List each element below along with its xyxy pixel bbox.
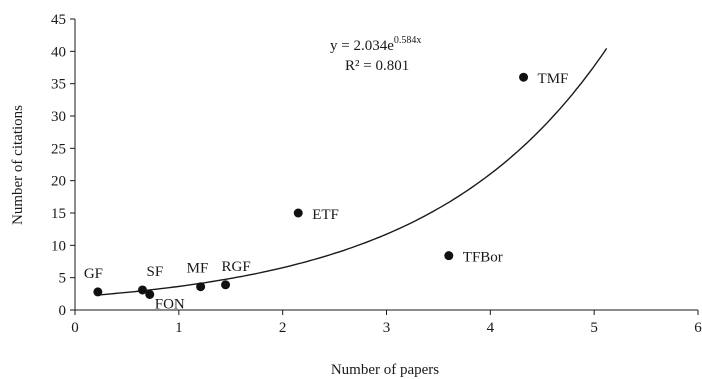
x-tick-label: 4 — [487, 320, 495, 336]
point-labels: GF SF FON MF RGF ETF TFBor TMF — [84, 71, 569, 312]
data-point-label-rgf: RGF — [222, 259, 251, 275]
y-ticks: 0 5 10 15 20 25 30 35 40 45 — [51, 12, 75, 319]
data-point-label-mf: MF — [187, 261, 209, 277]
trendline — [97, 48, 608, 296]
x-axis-title: Number of papers — [331, 362, 439, 378]
trendline-equation-base: y = 2.034e — [330, 38, 394, 54]
trendline-equation-exponent: 0.584x — [394, 35, 422, 46]
data-point-label-sf: SF — [146, 264, 163, 280]
y-tick-label: 5 — [59, 271, 67, 287]
x-tick-label: 5 — [590, 320, 598, 336]
data-point-tfbor — [444, 251, 454, 261]
trendline-equation: y = 2.034e0.584x — [330, 35, 421, 54]
data-point-label-gf: GF — [84, 266, 103, 282]
y-tick-label: 30 — [51, 109, 66, 125]
data-point-fon — [145, 289, 155, 299]
x-tick-label: 3 — [383, 320, 391, 336]
x-tick-label: 6 — [694, 320, 702, 336]
data-point-mf — [196, 282, 206, 292]
data-point-rgf — [221, 280, 231, 290]
y-tick-label: 15 — [51, 206, 66, 222]
data-point-sf — [137, 285, 147, 295]
y-axis-title: Number of citations — [10, 105, 26, 225]
y-tick-label: 40 — [51, 44, 66, 60]
x-tick-label: 0 — [71, 320, 79, 336]
data-point-etf — [293, 208, 303, 218]
data-point-gf — [93, 287, 103, 297]
x-tick-label: 1 — [175, 320, 183, 336]
y-tick-label: 20 — [51, 174, 66, 190]
data-point-label-tfbor: TFBor — [463, 250, 503, 266]
data-point-label-fon: FON — [155, 296, 185, 312]
data-point-label-tmf: TMF — [538, 71, 569, 87]
x-ticks: 0 1 2 3 4 5 6 — [71, 310, 702, 336]
data-point-tmf — [519, 72, 529, 82]
y-tick-label: 35 — [51, 77, 66, 93]
x-tick-label: 2 — [279, 320, 287, 336]
data-point-label-etf: ETF — [312, 207, 339, 223]
data-points — [93, 72, 529, 299]
y-tick-label: 45 — [51, 12, 66, 28]
y-tick-label: 10 — [51, 238, 66, 254]
y-tick-label: 25 — [51, 141, 66, 157]
y-tick-label: 0 — [59, 303, 67, 319]
trendline-r-squared: R² = 0.801 — [345, 58, 409, 74]
